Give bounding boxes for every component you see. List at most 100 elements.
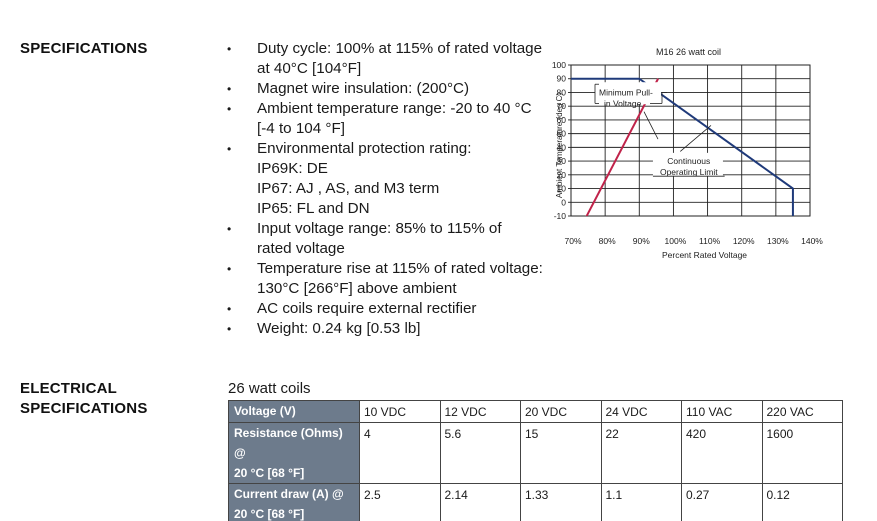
electrical-heading-line2: SPECIFICATIONS	[20, 400, 148, 417]
x-tick-label: 80%	[599, 236, 616, 246]
table-cell: 22	[600, 422, 682, 484]
y-tick-label: 30	[557, 156, 567, 166]
y-tick-label: 20	[557, 170, 567, 180]
electrical-spec-table: Voltage (V) 10 VDC 12 VDC 20 VDC 24 VDC …	[228, 400, 843, 521]
table-cell: 4	[359, 422, 441, 484]
chart-svg: M16 26 watt coil -10 0 10 20 30 40 50 60 70 80 90 10…	[552, 47, 823, 260]
y-tick-label: 80	[557, 87, 567, 97]
annotation-text: Continuous	[667, 156, 710, 166]
spec-item-line: AC coils require external rectifier	[257, 300, 477, 317]
chart-title: M16 26 watt coil	[656, 47, 721, 57]
annotation-text: Operating Limit	[660, 167, 718, 177]
x-tick-label: 110%	[699, 236, 721, 246]
table-cell: 24 VDC	[600, 400, 682, 423]
bullet-icon: •	[227, 302, 232, 316]
table-cell: 1.33	[520, 483, 602, 521]
spec-item: • Temperature rise at 115% of rated volta…	[225, 259, 565, 299]
annotation-backdrop	[595, 82, 661, 105]
specifications-list: • Duty cycle: 100% at 115% of rated volta…	[225, 39, 565, 339]
annotation-text: Minimum Pull-	[599, 87, 653, 97]
table-cell: 12 VDC	[439, 400, 521, 423]
spec-item-line: Temperature rise at 115% of rated voltag…	[257, 260, 543, 277]
table-cell: 20 VDC	[520, 400, 602, 423]
y-tick-label: 100	[552, 60, 566, 70]
table-row-current: Current draw (A) @ 20 °C [68 °F] 2.5 2.1…	[228, 483, 843, 521]
bullet-icon: •	[227, 102, 232, 116]
spec-item-line: IP65: FL and DN	[257, 200, 370, 217]
y-tick-label: 40	[557, 142, 567, 152]
row-header-current: Current draw (A) @ 20 °C [68 °F]	[228, 483, 360, 521]
y-tick-label: -10	[554, 211, 567, 221]
spec-item: • Duty cycle: 100% at 115% of rated volta…	[225, 39, 565, 79]
table-cell: 1600	[761, 422, 843, 484]
table-cell: 110 VAC	[681, 400, 763, 423]
row-header-resistance: Resistance (Ohms) @ 20 °C [68 °F]	[228, 422, 360, 484]
table-cell: 10 VDC	[359, 400, 441, 423]
row-header-line: Current draw (A) @	[234, 487, 344, 501]
spec-item: • Environmental protection rating: IP69K: …	[225, 139, 565, 219]
x-tick-label: 70%	[564, 236, 581, 246]
spec-item: • AC coils require external rectifier	[225, 299, 565, 319]
x-tick-label: 130%	[767, 236, 789, 246]
spec-item-line: Weight: 0.24 kg [0.53 lb]	[257, 320, 421, 337]
x-tick-label: 100%	[665, 236, 687, 246]
spec-item-line: IP67: AJ , AS, and M3 term	[257, 180, 440, 197]
spec-item-line: [-4 to 104 °F]	[257, 120, 345, 137]
row-header-voltage: Voltage (V)	[228, 400, 360, 423]
bullet-icon: •	[227, 142, 232, 156]
table-cell: 420	[681, 422, 763, 484]
bullet-icon: •	[227, 42, 232, 56]
bullet-icon: •	[227, 82, 232, 96]
table-cell: 0.27	[681, 483, 763, 521]
y-tick-label: 90	[557, 74, 567, 84]
spec-item-line: Magnet wire insulation: (200°C)	[257, 80, 470, 97]
y-tick-label: 60	[557, 115, 567, 125]
annotation-backdrop	[652, 152, 723, 176]
y-tick-label: 10	[557, 184, 567, 194]
table-cell: 1.1	[600, 483, 682, 521]
spec-item: • Input voltage range: 85% to 115% of rate…	[225, 219, 565, 259]
x-tick-label: 140%	[801, 236, 823, 246]
bullet-icon: •	[227, 262, 232, 276]
spec-item-line: IP69K: DE	[257, 160, 328, 177]
spec-item-line: Input voltage range: 85% to 115% of	[257, 220, 502, 237]
y-tick-label: 70	[557, 101, 567, 111]
spec-item-line: rated voltage	[257, 240, 345, 257]
table-cell: 2.14	[439, 483, 521, 521]
annotation-leader	[679, 125, 712, 152]
table-cell: 15	[520, 422, 602, 484]
y-tick-label: 0	[561, 197, 566, 207]
row-header-line: Resistance (Ohms) @	[234, 426, 343, 460]
annotation-text: in Voltage	[604, 98, 642, 108]
bullet-icon: •	[227, 222, 232, 236]
table-cell: 0.12	[761, 483, 843, 521]
spec-item-line: 130°C [266°F] above ambient	[257, 280, 457, 297]
table-cell: 5.6	[439, 422, 521, 484]
spec-item: • Magnet wire insulation: (200°C)	[225, 79, 565, 99]
table-caption: 26 watt coils	[228, 380, 311, 397]
table-row-voltage: Voltage (V) 10 VDC 12 VDC 20 VDC 24 VDC …	[228, 400, 843, 423]
y-axis-label: Ambient Temperature (deg C)	[555, 93, 564, 199]
x-axis-label: Percent Rated Voltage	[662, 250, 747, 260]
series-line	[571, 77, 794, 216]
table-row-resistance: Resistance (Ohms) @ 20 °C [68 °F] 4 5.6 …	[228, 422, 843, 484]
plot-frame	[570, 64, 811, 217]
row-header-line: 20 °C [68 °F]	[234, 507, 305, 521]
x-tick-label: 90%	[633, 236, 650, 246]
specifications-heading: SPECIFICATIONS	[20, 40, 148, 57]
spec-item: • Weight: 0.24 kg [0.53 lb]	[225, 319, 565, 339]
x-tick-label: 120%	[733, 236, 755, 246]
table-cell: 2.5	[359, 483, 441, 521]
table-cell: 220 VAC	[761, 400, 843, 423]
spec-item-line: Duty cycle: 100% at 115% of rated voltag…	[257, 40, 543, 57]
y-tick-label: 50	[557, 129, 567, 139]
bullet-icon: •	[227, 322, 232, 336]
spec-item-line: Ambient temperature range: -20 to 40 °C	[257, 100, 532, 117]
spec-item-line: at 40°C [104°F]	[257, 60, 362, 77]
annotation-leader	[643, 111, 659, 140]
electrical-heading-line1: ELECTRICAL	[20, 380, 117, 397]
spec-item-line: Environmental protection rating:	[257, 140, 472, 157]
row-header-line: 20 °C [68 °F]	[234, 466, 305, 480]
electrical-specifications-heading: ELECTRICAL SPECIFICATIONS	[20, 379, 200, 419]
spec-item: • Ambient temperature range: -20 to 40 °C…	[225, 99, 565, 139]
